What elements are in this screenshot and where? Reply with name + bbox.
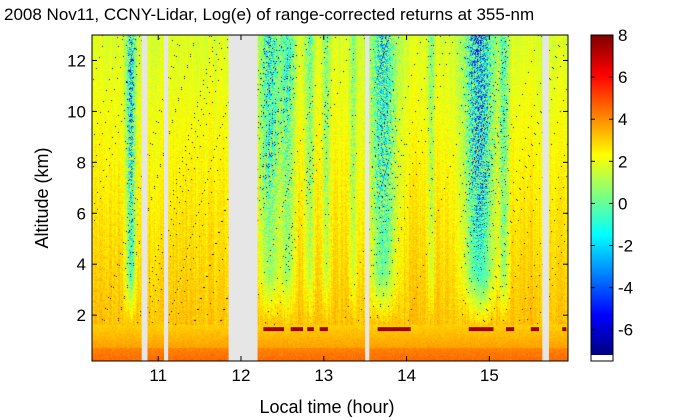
x-tick-label: 13 — [314, 366, 333, 385]
y-axis-label: Altitude (km) — [32, 147, 52, 248]
plot-frame — [91, 34, 569, 362]
cloud-segment — [468, 327, 494, 332]
data-gap — [542, 35, 549, 361]
cloud-segment — [562, 327, 567, 332]
heatmap-image — [92, 35, 568, 361]
colorbar-tick-label: 6 — [618, 68, 627, 87]
cloud-segment — [319, 327, 328, 332]
colorbar-tick-label: -2 — [618, 237, 633, 256]
colorbar-gradient — [591, 35, 613, 355]
x-tick-label: 11 — [149, 366, 167, 385]
cloud-segment — [290, 327, 304, 332]
chart-title: 2008 Nov11, CCNY-Lidar, Log(e) of range-… — [4, 5, 534, 24]
colorbar-tick-label: -6 — [618, 321, 633, 340]
colorbar-ticks: 8 6 4 2 0 -2 -4 -6 — [591, 26, 633, 340]
colorbar: 8 6 4 2 0 -2 -4 -6 — [590, 26, 633, 362]
cloud-segment — [505, 327, 515, 332]
cloud-segment — [307, 327, 314, 332]
y-axis: 2 4 6 8 10 12 — [67, 51, 568, 325]
colorbar-tick-label: 0 — [618, 194, 627, 213]
x-tick-label: 14 — [397, 366, 416, 385]
plot-area: 11 12 13 14 15 2 4 6 8 10 12 — [67, 34, 569, 385]
x-axis-label: Local time (hour) — [259, 397, 394, 417]
colorbar-tick-label: 2 — [618, 152, 627, 171]
data-gap — [141, 35, 148, 361]
cloud-layer-marks — [263, 327, 567, 332]
cloud-segment — [263, 327, 285, 332]
data-gap — [164, 35, 169, 361]
data-gap — [228, 35, 258, 361]
y-tick-label: 12 — [67, 51, 86, 70]
x-tick-label: 12 — [232, 366, 251, 385]
colorbar-frame — [590, 34, 614, 362]
cloud-segment — [377, 327, 411, 332]
y-tick-label: 2 — [77, 306, 86, 325]
y-tick-label: 10 — [67, 102, 86, 121]
x-axis: 11 12 13 14 15 — [149, 35, 499, 385]
data-gap — [365, 35, 370, 361]
y-tick-label: 4 — [77, 255, 86, 274]
colorbar-tick-label: 8 — [618, 26, 627, 45]
colorbar-tick-label: -4 — [618, 279, 633, 298]
x-tick-label: 15 — [480, 366, 499, 385]
data-gaps — [141, 35, 549, 361]
colorbar-tick-label: 4 — [618, 110, 627, 129]
colorbar-blank — [591, 355, 613, 361]
y-tick-label: 8 — [77, 153, 86, 172]
cloud-segment — [530, 327, 540, 332]
y-tick-label: 6 — [77, 204, 86, 223]
